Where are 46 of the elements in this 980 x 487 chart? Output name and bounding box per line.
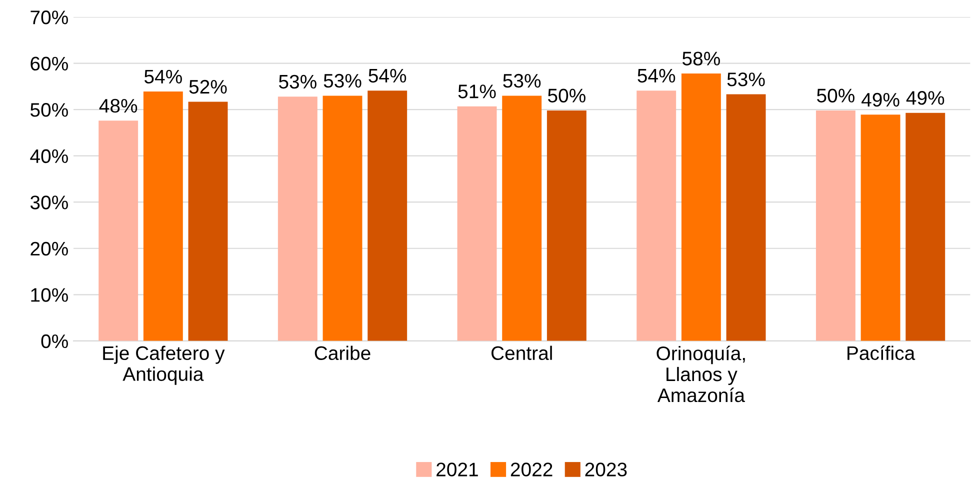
x-tick-label: Eje Cafetero y Antioquia	[103, 346, 225, 385]
bar	[502, 96, 542, 341]
legend-label: 2022	[510, 462, 552, 476]
bar	[278, 96, 318, 341]
data-label: 48%	[99, 98, 138, 113]
data-label: 53%	[727, 72, 765, 86]
bar	[457, 106, 497, 341]
y-tick-label: 0%	[41, 334, 68, 348]
bar	[188, 102, 228, 341]
x-tick-label: Central	[492, 346, 552, 360]
data-label: 54%	[638, 68, 676, 83]
data-label: 54%	[144, 70, 182, 84]
bar	[636, 90, 676, 341]
bar	[860, 114, 900, 341]
x-tick-label: Orinoquía, Llanos y Amazonía	[656, 346, 745, 402]
bar	[143, 92, 183, 341]
legend-label: 2023	[585, 462, 627, 476]
y-tick-label: 10%	[31, 288, 68, 302]
data-label: 52%	[189, 80, 227, 94]
data-label: 50%	[817, 88, 854, 102]
data-label: 53%	[503, 74, 541, 88]
bar	[98, 120, 138, 341]
bar	[368, 90, 408, 341]
x-tick-label: Pacífica	[848, 346, 916, 360]
data-label: 58%	[682, 52, 720, 66]
bar	[906, 112, 946, 341]
legend-label: 2021	[436, 462, 478, 476]
data-label: 49%	[906, 91, 944, 105]
y-tick-label: 60%	[30, 56, 68, 71]
bar	[546, 110, 586, 341]
y-tick-label: 50%	[30, 103, 68, 117]
x-tick-label: Caribe	[314, 346, 370, 360]
data-label: 53%	[324, 74, 362, 88]
data-label: 50%	[548, 88, 586, 102]
data-label: 51%	[458, 84, 496, 98]
bar	[816, 110, 856, 341]
y-tick-label: 40%	[30, 149, 68, 164]
y-tick-label: 30%	[30, 196, 68, 210]
data-label: 49%	[862, 92, 900, 107]
bar	[681, 73, 721, 341]
data-label: 54%	[368, 68, 406, 83]
bar	[726, 94, 766, 341]
bar	[322, 96, 362, 341]
y-tick-label: 20%	[30, 242, 68, 256]
y-tick-label: 70%	[30, 10, 68, 24]
data-label: 53%	[278, 74, 316, 89]
